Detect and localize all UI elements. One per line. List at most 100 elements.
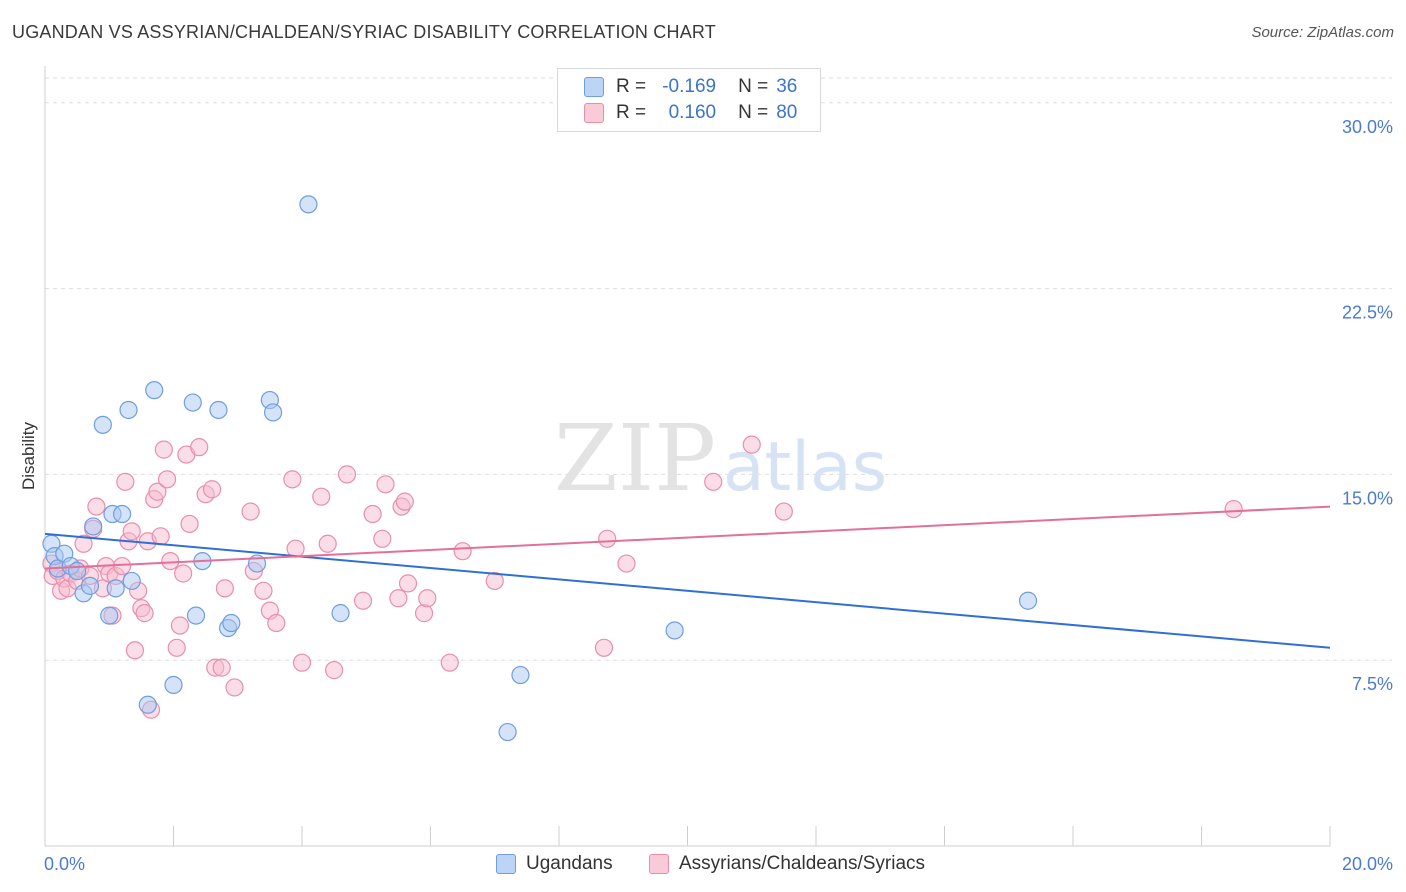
assyrian-point — [122, 522, 141, 541]
assyrian-point — [157, 470, 177, 489]
assyrian-point — [190, 438, 209, 457]
legend-n-label: N = — [738, 102, 769, 123]
assyrian-point — [283, 470, 302, 489]
bottom-legend-assyrians: Assyrians/Chaldeans/Syriacs — [649, 851, 925, 877]
legend-row-ugandans: R = -0.169 N = 36 — [558, 74, 797, 100]
assyrian-point — [418, 589, 437, 608]
ugandan-point — [112, 504, 132, 524]
assyrian-point — [161, 551, 180, 571]
points-layer — [42, 195, 1243, 742]
x-tick-label-max: 20.0% — [1342, 854, 1393, 874]
source-label: Source: ZipAtlas.com — [1251, 24, 1394, 41]
assyrian-point — [398, 574, 418, 593]
x-tick-label-min: 0.0% — [44, 854, 85, 874]
assyrian-point — [376, 475, 395, 494]
assyrian-point — [742, 435, 761, 454]
legend-r-label: R = — [616, 102, 647, 123]
assyrian-point — [215, 579, 234, 598]
assyrian-point — [1224, 499, 1243, 519]
assyrian-point — [325, 661, 344, 680]
y-tick-label: 30.0% — [1342, 117, 1393, 137]
ugandan-point — [106, 579, 125, 598]
legend-n-label: N = — [738, 76, 769, 97]
assyrian-trend-line — [44, 505, 1331, 570]
assyrian-point — [254, 581, 273, 600]
assyrian-point — [167, 638, 186, 657]
bottom-swatch-blue — [496, 854, 516, 874]
assyrian-point — [212, 658, 231, 677]
assyrian-point — [337, 465, 357, 484]
assyrian-point — [180, 514, 199, 534]
assyrian-point — [318, 534, 337, 553]
assyrian-point — [154, 440, 173, 459]
ugandan-point — [84, 517, 103, 536]
assyrian-point — [373, 529, 392, 548]
ugandan-point — [299, 195, 318, 214]
assyrian-point — [389, 589, 408, 608]
legend-row-assyrians: R = 0.160 N = 80 — [558, 100, 797, 126]
assyrian-point — [774, 502, 793, 521]
ugandan-trend-line — [44, 532, 1331, 649]
bottom-legend-ugandans: Ugandans — [496, 851, 613, 877]
legend-swatch-blue — [584, 77, 604, 97]
y-tick-label: 22.5% — [1342, 303, 1393, 323]
watermark: ZIP atlas — [554, 405, 887, 512]
bottom-legend-label: Ugandans — [526, 853, 613, 874]
ugandan-point — [498, 722, 517, 742]
assyrian-point — [453, 542, 472, 561]
assyrian-point — [598, 529, 617, 548]
legend-n-value: 36 — [776, 76, 798, 97]
ugandan-point — [68, 561, 87, 581]
ugandan-point — [183, 393, 202, 412]
ugandan-point — [93, 415, 112, 434]
assyrian-point — [414, 604, 434, 623]
assyrian-point — [135, 604, 154, 623]
legend-n-value: 80 — [776, 102, 798, 123]
assyrian-point — [148, 482, 167, 501]
y-tick-label: 15.0% — [1342, 488, 1393, 508]
axis-layer: 7.5% 15.0% 22.5% 30.0% 0.0% 20.0% — [44, 66, 1393, 874]
ugandan-point — [511, 665, 530, 685]
chart-title: UGANDAN VS ASSYRIAN/CHALDEAN/SYRIAC DISA… — [12, 22, 716, 42]
assyrian-point — [202, 480, 222, 499]
ugandan-point — [164, 675, 183, 695]
assyrian-point — [116, 472, 135, 491]
ugandan-point — [222, 613, 241, 633]
trend-layer — [44, 505, 1331, 649]
assyrian-point — [267, 613, 286, 633]
ugandan-point — [209, 400, 228, 420]
legend: R = -0.169 N = 36 R = 0.160 N = 80 — [557, 68, 821, 132]
ugandan-point — [122, 571, 141, 591]
bottom-legend-label: Assyrians/Chaldeans/Syriacs — [679, 853, 926, 874]
y-tick-label: 7.5% — [1352, 674, 1393, 694]
assyrian-point — [704, 472, 723, 491]
ugandan-point — [138, 695, 157, 714]
assyrian-point — [292, 653, 312, 672]
legend-r-value: 0.160 — [668, 102, 717, 123]
assyrian-point — [241, 502, 260, 521]
assyrian-point — [225, 678, 244, 697]
assyrian-point — [174, 564, 193, 583]
y-axis-label: Disability — [19, 421, 38, 490]
ugandan-point — [331, 604, 350, 623]
legend-r-label: R = — [616, 76, 647, 97]
ugandan-point — [80, 576, 100, 595]
ugandan-point — [665, 621, 684, 640]
assyrian-point — [440, 653, 459, 672]
ugandan-point — [100, 606, 119, 625]
assyrian-point — [594, 638, 614, 657]
ugandan-point — [1018, 591, 1038, 610]
assyrian-point — [151, 527, 170, 546]
assyrian-point — [312, 487, 331, 506]
assyrian-point — [74, 534, 93, 553]
ugandan-point — [263, 403, 283, 422]
assyrian-point — [87, 497, 106, 516]
legend-r-value: -0.169 — [662, 76, 717, 97]
assyrian-point — [617, 554, 636, 573]
assyrian-point — [353, 591, 373, 610]
ugandan-point — [186, 606, 206, 625]
assyrian-point — [170, 616, 190, 635]
ugandan-point — [145, 381, 164, 400]
watermark-zip: ZIP — [554, 405, 716, 512]
